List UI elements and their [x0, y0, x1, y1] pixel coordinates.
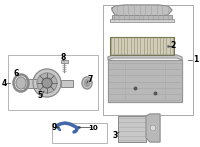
Bar [103, 5, 193, 115]
Bar [112, 15, 172, 20]
Text: 3: 3 [112, 131, 118, 140]
Bar [61, 60, 68, 63]
Bar [8, 55, 98, 110]
Bar [110, 37, 174, 55]
Text: 2: 2 [170, 41, 176, 51]
Text: 8: 8 [60, 54, 66, 62]
Bar [19, 79, 37, 88]
Ellipse shape [33, 69, 61, 97]
Text: 5: 5 [37, 91, 43, 101]
Polygon shape [146, 114, 160, 142]
Text: 1: 1 [193, 56, 199, 65]
Bar [61, 80, 73, 87]
Polygon shape [108, 60, 182, 102]
Text: 6: 6 [13, 69, 19, 77]
Bar [110, 37, 174, 55]
Ellipse shape [16, 77, 26, 89]
Ellipse shape [84, 80, 90, 86]
Text: 9: 9 [51, 123, 57, 132]
Ellipse shape [82, 77, 92, 89]
Text: 4: 4 [1, 78, 7, 87]
Polygon shape [108, 55, 182, 60]
Text: 7: 7 [87, 76, 93, 85]
Bar [110, 19, 174, 22]
Ellipse shape [150, 125, 156, 131]
Ellipse shape [37, 73, 57, 93]
Polygon shape [112, 5, 172, 16]
Text: 10: 10 [88, 125, 98, 131]
Bar [118, 116, 146, 142]
Bar [52, 123, 107, 143]
Ellipse shape [42, 78, 52, 88]
